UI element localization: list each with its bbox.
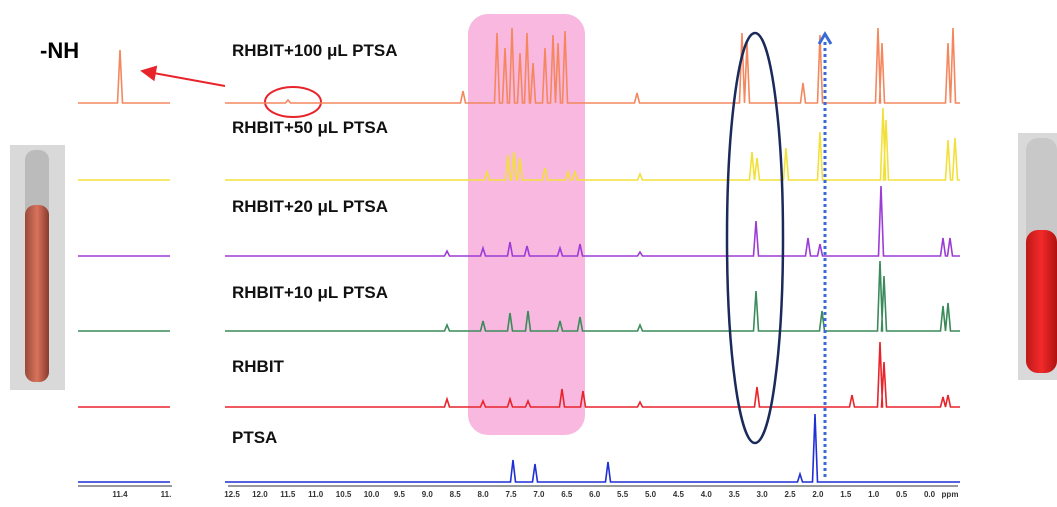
spectrum-label: RHBIT+20 μL PTSA <box>232 197 388 216</box>
x-tick-label: 5.5 <box>617 490 629 499</box>
x-tick-label: 1.0 <box>868 490 880 499</box>
x-tick-label: 6.5 <box>561 490 573 499</box>
x-tick-label: 3.5 <box>729 490 741 499</box>
x-tick-label: 7.0 <box>533 490 545 499</box>
x-tick-label: 8.5 <box>450 490 462 499</box>
inset-spectrum <box>78 49 170 104</box>
x-tick-label: 11.5 <box>280 490 296 499</box>
x-tick-label: 4.0 <box>701 490 713 499</box>
x-tick-label: 9.0 <box>422 490 434 499</box>
x-tick-label: 10.0 <box>364 490 380 499</box>
spectrum <box>225 413 960 483</box>
inset-tick: 11. <box>161 490 172 499</box>
x-tick-label: 4.5 <box>673 490 685 499</box>
tube-left <box>10 145 65 390</box>
pointer-arrow <box>140 65 226 87</box>
x-tick-label: 0.0 <box>924 490 936 499</box>
x-tick-label: 3.0 <box>757 490 769 499</box>
spectrum <box>225 107 960 181</box>
spectrum-label: PTSA <box>232 428 277 447</box>
inset-tick: 11.4 <box>112 490 128 499</box>
spectrum-label: RHBIT <box>232 357 285 376</box>
x-tick-label: 8.0 <box>478 490 490 499</box>
x-tick-label: 7.5 <box>505 490 517 499</box>
nh-label: -NH <box>40 38 79 63</box>
shift-ellipse <box>725 31 785 445</box>
axis-unit: ppm <box>942 490 959 499</box>
spectrum <box>225 341 960 408</box>
x-tick-label: 9.5 <box>394 490 406 499</box>
x-tick-label: 11.0 <box>308 490 324 499</box>
nh-circle <box>264 86 322 118</box>
spectrum-label: RHBIT+100 μL PTSA <box>232 41 398 60</box>
spectrum-label: RHBIT+10 μL PTSA <box>232 283 388 302</box>
x-tick-label: 0.5 <box>896 490 908 499</box>
spectra <box>78 27 960 483</box>
spectrum-label: RHBIT+50 μL PTSA <box>232 118 388 137</box>
guide-arrow <box>817 31 833 45</box>
tube-right <box>1018 133 1057 380</box>
aromatic-highlight <box>468 14 585 435</box>
x-tick-label: 2.0 <box>812 490 824 499</box>
x-tick-label: 5.0 <box>645 490 657 499</box>
x-tick-label: 2.5 <box>784 490 796 499</box>
spectrum <box>225 185 960 257</box>
x-tick-label: 10.5 <box>336 490 352 499</box>
spectrum <box>225 27 960 104</box>
x-tick-label: 6.0 <box>589 490 601 499</box>
spectrum <box>225 260 960 332</box>
x-tick-label: 1.5 <box>840 490 852 499</box>
x-tick-label: 12.5 <box>224 490 240 499</box>
x-tick-label: 12.0 <box>252 490 268 499</box>
